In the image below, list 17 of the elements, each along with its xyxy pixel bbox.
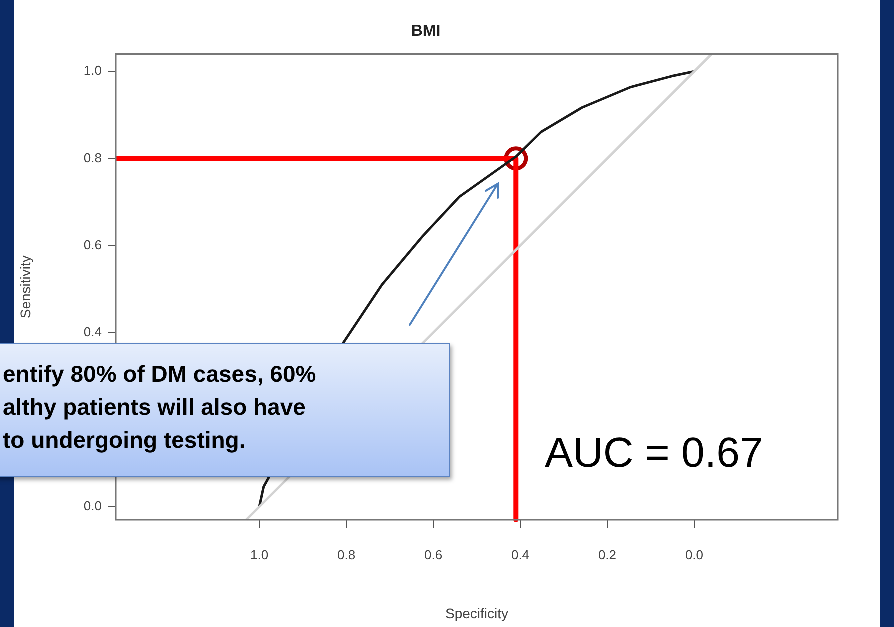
y-tick-label: 0.4 [84,324,102,340]
x-tick-label: 1.0 [250,547,269,562]
y-tick-label: 0.6 [84,237,102,252]
callout-box: entify 80% of DM cases, 60% althy patients will also have to undergoing testing. [0,343,450,477]
y-tick-label: 1.0 [84,63,102,78]
annotation: AUC = 0.67 [545,428,764,478]
x-tick-label: 0.0 [685,547,704,562]
x-tick-label: 0.4 [511,547,530,562]
y-tick-label: 0.0 [84,498,102,514]
chart-title: BMI [411,23,441,40]
y-axis-title: Sensitivity [17,256,34,319]
x-tick-label: 0.2 [598,547,617,562]
x-axis-title: Specificity [445,605,509,622]
x-tick-label: 0.6 [424,547,443,562]
x-tick-label: 0.8 [337,547,356,562]
annotation: entify 80% of DM cases, 60% althy patients will also have to undergoing testing. [3,360,316,455]
y-tick-label: 0.8 [84,150,102,166]
